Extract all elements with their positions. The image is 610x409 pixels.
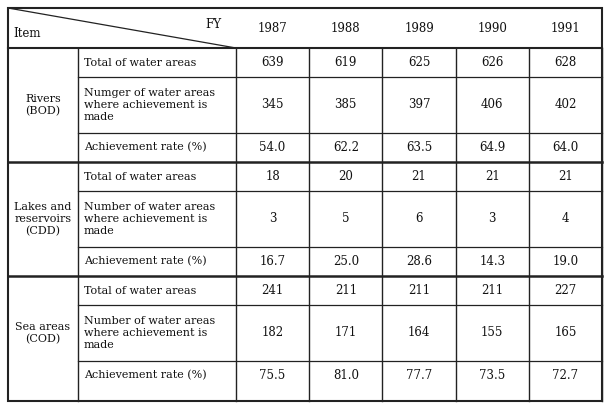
Text: 19.0: 19.0 (552, 255, 578, 268)
Text: 3: 3 (489, 213, 496, 225)
Text: Numger of water areas
where achievement is
made: Numger of water areas where achievement … (84, 88, 215, 121)
Text: 211: 211 (408, 284, 430, 297)
Text: 397: 397 (407, 99, 430, 112)
Text: 64.0: 64.0 (552, 141, 578, 154)
Text: 385: 385 (335, 99, 357, 112)
Text: 73.5: 73.5 (479, 369, 505, 382)
Text: 165: 165 (554, 326, 576, 339)
Text: 21: 21 (412, 170, 426, 183)
Text: 625: 625 (408, 56, 430, 69)
Text: 155: 155 (481, 326, 503, 339)
Text: Sea areas
(COD): Sea areas (COD) (15, 322, 71, 344)
Text: 21: 21 (485, 170, 500, 183)
Text: 164: 164 (408, 326, 430, 339)
Text: 241: 241 (262, 284, 284, 297)
Text: 77.7: 77.7 (406, 369, 432, 382)
Text: 639: 639 (261, 56, 284, 69)
Text: 75.5: 75.5 (259, 369, 285, 382)
Text: Number of water areas
where achievement is
made: Number of water areas where achievement … (84, 202, 215, 236)
Text: Total of water areas: Total of water areas (84, 58, 196, 67)
Text: 626: 626 (481, 56, 503, 69)
Text: Total of water areas: Total of water areas (84, 285, 196, 295)
Text: 227: 227 (554, 284, 576, 297)
Text: 5: 5 (342, 213, 350, 225)
Text: Number of water areas
where achievement is
made: Number of water areas where achievement … (84, 317, 215, 350)
Text: 345: 345 (261, 99, 284, 112)
Text: 4: 4 (562, 213, 569, 225)
Text: 72.7: 72.7 (552, 369, 578, 382)
Text: 63.5: 63.5 (406, 141, 432, 154)
Text: 18: 18 (265, 170, 280, 183)
Text: 64.9: 64.9 (479, 141, 505, 154)
Text: 1989: 1989 (404, 22, 434, 34)
Text: 62.2: 62.2 (333, 141, 359, 154)
Text: 171: 171 (335, 326, 357, 339)
Text: 182: 182 (262, 326, 284, 339)
Text: Item: Item (13, 27, 40, 40)
Text: 1987: 1987 (258, 22, 287, 34)
Text: 211: 211 (481, 284, 503, 297)
Text: Total of water areas: Total of water areas (84, 171, 196, 182)
Text: 1991: 1991 (550, 22, 580, 34)
Text: 20: 20 (339, 170, 353, 183)
Text: 28.6: 28.6 (406, 255, 432, 268)
Text: 406: 406 (481, 99, 503, 112)
Text: 1988: 1988 (331, 22, 361, 34)
Text: Rivers
(BOD): Rivers (BOD) (25, 94, 61, 116)
Text: FY: FY (205, 18, 221, 31)
Text: Achievement rate (%): Achievement rate (%) (84, 142, 207, 153)
Text: 25.0: 25.0 (332, 255, 359, 268)
Text: 628: 628 (554, 56, 576, 69)
Text: 14.3: 14.3 (479, 255, 505, 268)
Text: Lakes and
reservoirs
(CDD): Lakes and reservoirs (CDD) (14, 202, 72, 236)
Text: 3: 3 (269, 213, 276, 225)
Text: 16.7: 16.7 (259, 255, 285, 268)
Text: 211: 211 (335, 284, 357, 297)
Text: 402: 402 (554, 99, 576, 112)
Text: 21: 21 (558, 170, 573, 183)
Text: 6: 6 (415, 213, 423, 225)
Text: 1990: 1990 (477, 22, 507, 34)
Text: Achievement rate (%): Achievement rate (%) (84, 256, 207, 267)
Text: 54.0: 54.0 (259, 141, 285, 154)
Text: Achievement rate (%): Achievement rate (%) (84, 370, 207, 381)
Text: 81.0: 81.0 (333, 369, 359, 382)
Text: 619: 619 (335, 56, 357, 69)
